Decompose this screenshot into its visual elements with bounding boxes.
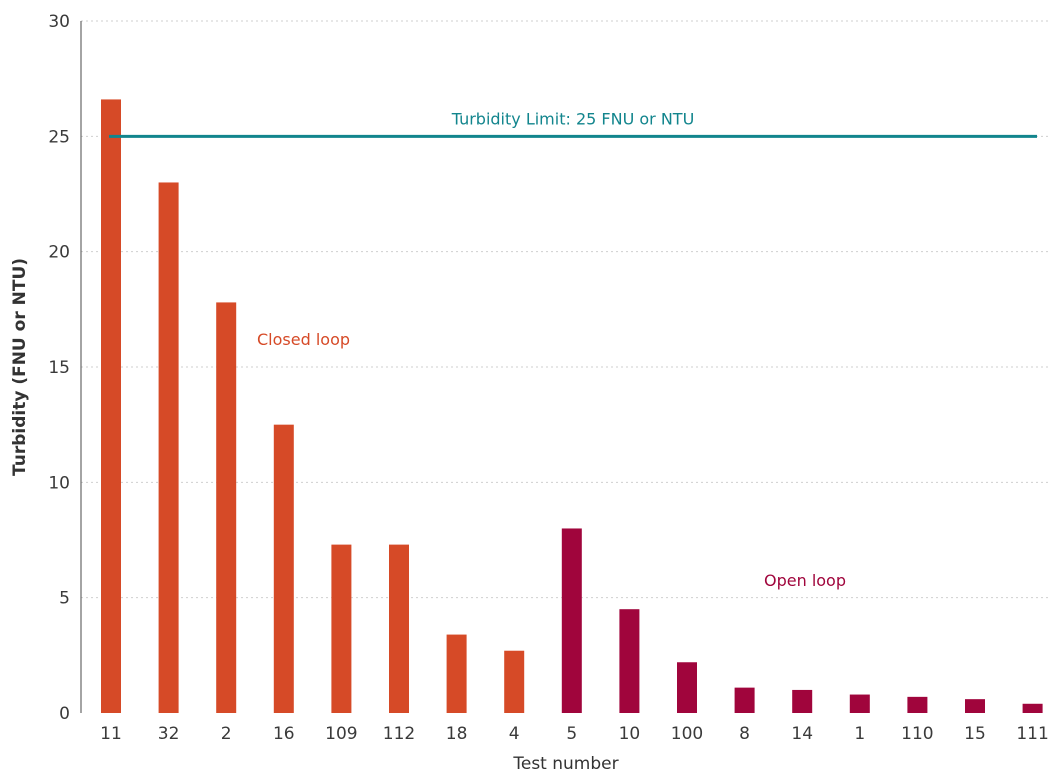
- y-tick-labels: 0 5 10 15 20 25 30: [48, 12, 70, 724]
- bar-2: [216, 302, 237, 713]
- bar-5: [561, 528, 582, 713]
- bar-11: [101, 99, 121, 714]
- bar-14: [792, 689, 813, 713]
- bar-100: [677, 662, 697, 713]
- x-tick-label: 8: [739, 724, 750, 744]
- x-tick-label: 32: [158, 724, 180, 744]
- x-tick-labels: 11 32 2 16 109 112 18 4 5 10 100 8 14 1 110 15 111: [100, 724, 1049, 744]
- bars: [101, 99, 1043, 714]
- x-tick-label: 18: [446, 724, 468, 744]
- x-axis-title: Test number: [512, 754, 618, 774]
- y-tick-label: 10: [48, 473, 70, 493]
- bar-15: [965, 699, 985, 713]
- bar-110: [907, 696, 928, 713]
- y-tick-label: 0: [59, 704, 70, 724]
- y-tick-label: 5: [59, 589, 70, 609]
- bar-112: [389, 544, 409, 713]
- x-tick-label: 112: [383, 724, 415, 744]
- bar-16: [273, 424, 294, 713]
- bar-18: [446, 634, 467, 713]
- bar-32: [158, 182, 179, 713]
- x-tick-label: 16: [273, 724, 295, 744]
- turbidity-limit-label: Turbidity Limit: 25 FNU or NTU: [451, 109, 695, 128]
- closed-loop-label: Closed loop: [257, 330, 350, 349]
- y-tick-label: 25: [48, 127, 70, 147]
- x-tick-label: 1: [854, 724, 865, 744]
- open-loop-label: Open loop: [764, 571, 846, 590]
- x-tick-label: 110: [901, 724, 933, 744]
- x-tick-label: 5: [566, 724, 577, 744]
- bar-111: [1022, 703, 1043, 713]
- bar-8: [734, 687, 755, 713]
- x-tick-label: 15: [964, 724, 986, 744]
- bar-10: [619, 609, 640, 713]
- x-tick-label: 2: [221, 724, 232, 744]
- bar-109: [331, 544, 352, 713]
- x-tick-label: 10: [619, 724, 641, 744]
- x-tick-label: 100: [671, 724, 703, 744]
- x-tick-label: 111: [1016, 724, 1048, 744]
- bar-1: [849, 694, 870, 713]
- x-tick-label: 14: [791, 724, 813, 744]
- y-tick-label: 20: [48, 243, 70, 263]
- y-tick-label: 15: [48, 358, 70, 378]
- y-tick-label: 30: [48, 12, 70, 32]
- x-tick-label: 109: [325, 724, 357, 744]
- bar-4: [504, 650, 525, 713]
- x-tick-label: 4: [509, 724, 520, 744]
- x-tick-label: 11: [100, 724, 122, 744]
- y-axis-title: Turbidity (FNU or NTU): [10, 258, 30, 476]
